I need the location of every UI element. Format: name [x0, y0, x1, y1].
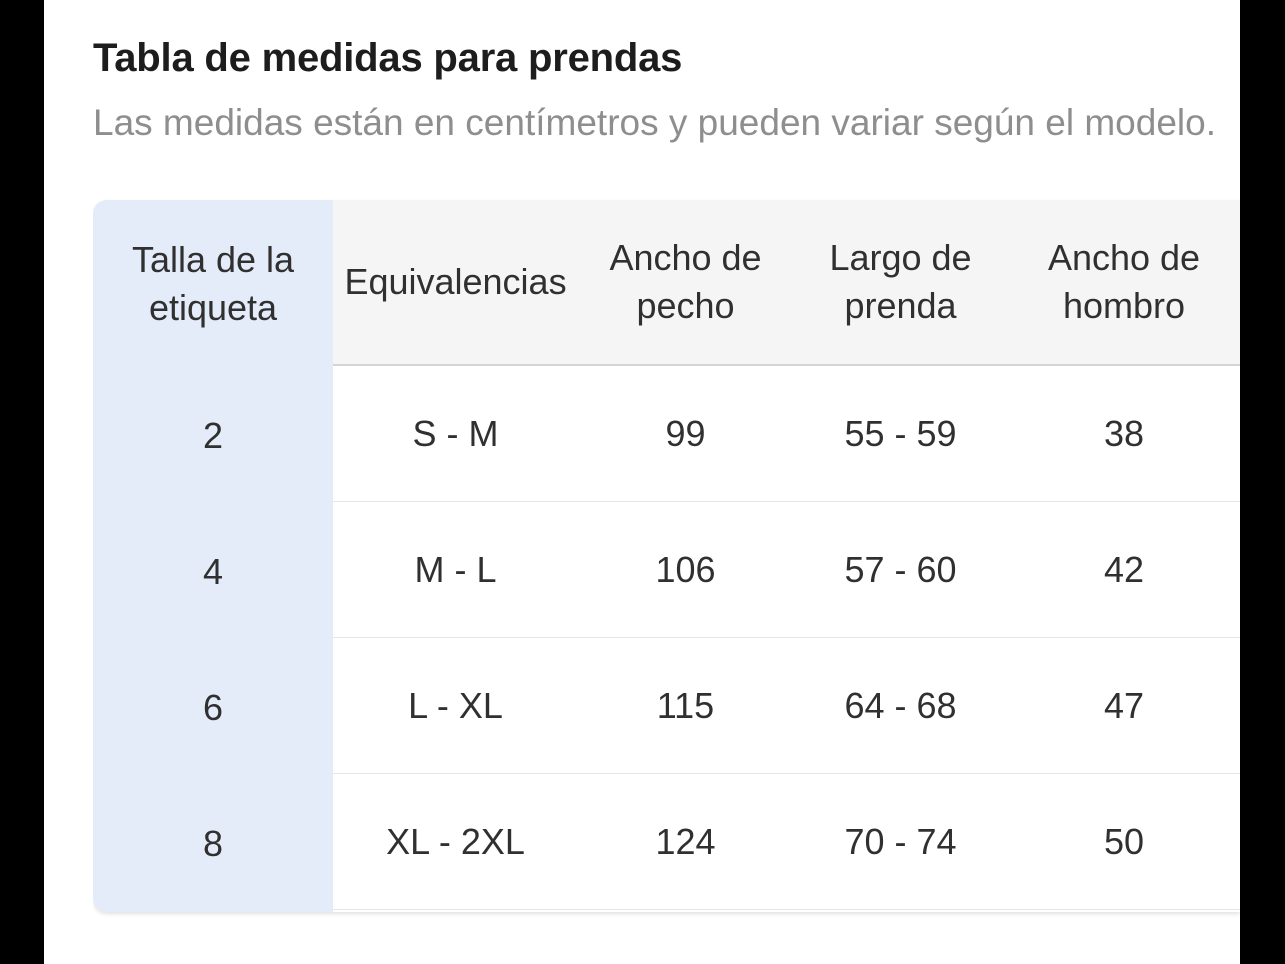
label-column-header: Talla de la etiqueta [131, 239, 295, 328]
measurements-columns: Equivalencias Ancho de pecho Largo de pr… [333, 200, 1240, 912]
table-cell: 55 - 59 [844, 412, 957, 454]
size-label-cell: 2 [202, 415, 224, 456]
column-header-ancho-hombro: Ancho de hombro [1047, 237, 1201, 326]
table-cell: 47 [1103, 684, 1145, 726]
table-cell: 42 [1103, 548, 1145, 590]
table-row: L - XL 115 64 - 68 47 [333, 638, 1240, 774]
right-letterbox-bar [1240, 0, 1285, 964]
size-label-cell: 8 [202, 823, 224, 864]
table-row: M - L 106 57 - 60 42 [333, 502, 1240, 638]
table-cell: 106 [655, 548, 716, 590]
table-cell: 38 [1103, 412, 1145, 454]
table-cell: 99 [665, 412, 706, 454]
table-header-row: Equivalencias Ancho de pecho Largo de pr… [333, 200, 1240, 366]
label-size-column: Talla de la etiqueta 2 4 6 8 [93, 200, 333, 912]
page-subtitle: Las medidas están en centímetros y puede… [93, 102, 1216, 143]
size-guide-panel: Tabla de medidas para prendas Las medida… [93, 0, 1240, 964]
table-cell: 70 - 74 [844, 820, 957, 862]
table-cell: 57 - 60 [844, 548, 957, 590]
table-cell: 124 [655, 820, 716, 862]
size-label-cell: 4 [202, 551, 224, 592]
table-cell: 115 [656, 684, 715, 726]
table-cell: 64 - 68 [844, 684, 957, 726]
table-cell: S - M [412, 412, 499, 454]
column-header-equivalencias: Equivalencias [344, 261, 567, 302]
table-row: S - M 99 55 - 59 38 [333, 366, 1240, 502]
column-header-ancho-pecho: Ancho de pecho [609, 237, 762, 326]
table-cell: 50 [1103, 820, 1145, 862]
table-cell: XL - 2XL [386, 820, 525, 862]
size-label-cell: 6 [202, 687, 224, 728]
left-letterbox-bar [0, 0, 44, 964]
table-row: XL - 2XL 124 70 - 74 50 [333, 774, 1240, 910]
column-header-largo-prenda: Largo de prenda [829, 237, 972, 326]
size-chart-table: Talla de la etiqueta 2 4 6 8 Equivalenci… [93, 200, 1240, 912]
table-cell: L - XL [408, 684, 503, 726]
table-cell: M - L [414, 548, 497, 590]
page-title: Tabla de medidas para prendas [93, 36, 683, 80]
